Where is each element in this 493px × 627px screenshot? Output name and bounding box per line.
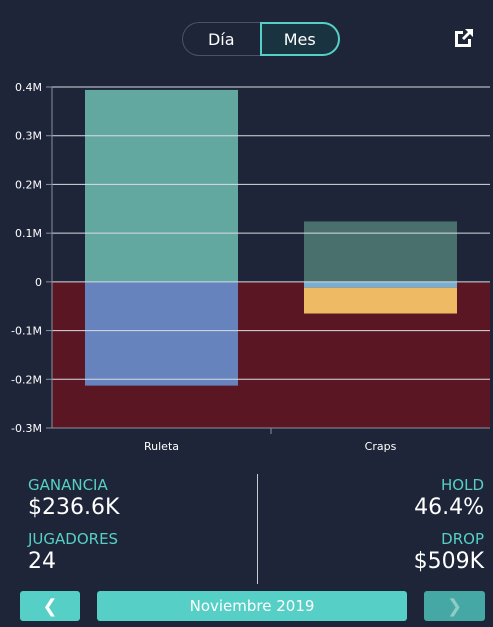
game-chart: 0.4M 0.3M 0.2M 0.1M 0 -0.1M -0.2M -0.3M Ruleta Cr… — [0, 70, 493, 460]
x-tick-label-ruleta: Ruleta — [144, 440, 179, 453]
hold-value: 46.4% — [414, 495, 484, 520]
drop-value: $509K — [413, 549, 484, 574]
toggle-month-button[interactable]: Mes — [259, 22, 340, 56]
chevron-left-icon: ❮ — [42, 595, 58, 617]
y-tick-label: 0.2M — [15, 178, 42, 191]
y-tick-label: 0 — [35, 276, 42, 289]
bar-craps-0 — [304, 221, 457, 282]
period-toggle: Día Mes — [182, 22, 340, 56]
chevron-right-icon: ❯ — [446, 595, 463, 617]
jugadores-label: JUGADORES — [28, 530, 119, 548]
y-tick-label: 0.4M — [15, 81, 42, 94]
bar-craps-2 — [304, 287, 457, 314]
y-tick-label: -0.1M — [11, 325, 42, 338]
external-link-icon[interactable] — [452, 26, 476, 50]
stats-right-panel: HOLD 46.4% DROP $509K — [414, 476, 484, 584]
toggle-day-button[interactable]: Día — [182, 22, 260, 56]
stats-left-panel: GANANCIA $236.6K JUGADORES 24 — [28, 476, 119, 584]
y-tick-label: -0.2M — [11, 373, 42, 386]
ganancia-value: $236.6K — [28, 495, 120, 520]
period-selector-button[interactable]: Noviembre 2019 — [97, 591, 407, 621]
y-tick-label: -0.3M — [11, 422, 42, 435]
next-period-button[interactable]: ❯ — [424, 591, 485, 621]
x-tick-label-craps: Craps — [365, 440, 397, 453]
jugadores-value: 24 — [28, 549, 56, 574]
y-tick-label: 0.1M — [15, 227, 42, 240]
ganancia-label: GANANCIA — [28, 476, 108, 494]
bar-ruleta-1 — [85, 281, 238, 386]
bar-craps-1 — [304, 281, 457, 288]
bar-ruleta-0 — [85, 89, 238, 282]
y-tick-label: 0.3M — [15, 130, 42, 143]
drop-label: DROP — [441, 530, 484, 548]
hold-label: HOLD — [441, 476, 484, 494]
prev-period-button[interactable]: ❮ — [20, 591, 80, 621]
bar-chart-svg: 0.4M 0.3M 0.2M 0.1M 0 -0.1M -0.2M -0.3M Ruleta Cr… — [11, 81, 490, 453]
stats-divider — [257, 474, 258, 584]
